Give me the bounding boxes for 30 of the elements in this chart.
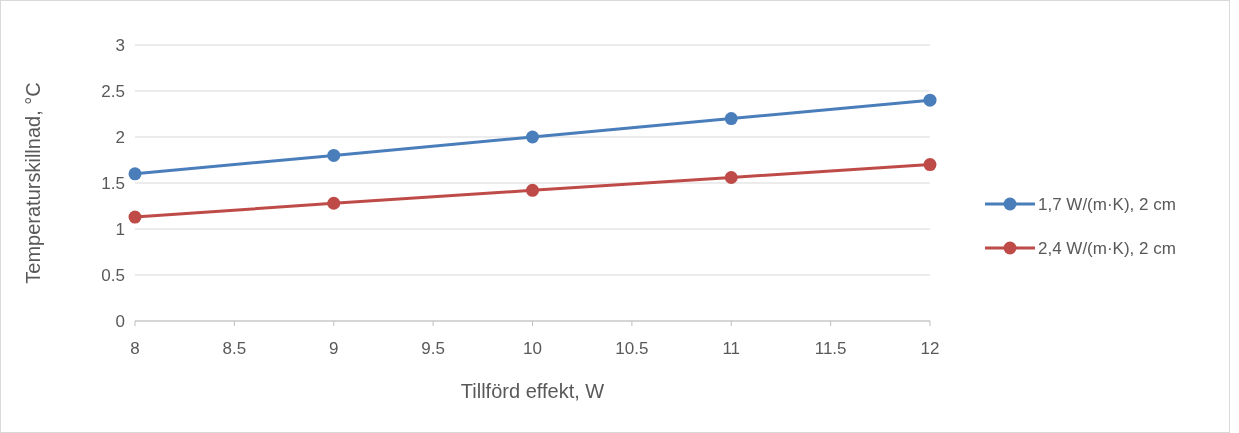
y-tick-label: 1.5 bbox=[101, 174, 125, 193]
point bbox=[128, 167, 142, 181]
y-tick-label: 3 bbox=[115, 36, 125, 55]
point bbox=[526, 130, 539, 144]
point bbox=[923, 158, 937, 172]
point bbox=[724, 170, 738, 184]
x-tick-label: 9 bbox=[329, 339, 339, 358]
y-tick-label: 0.5 bbox=[101, 266, 125, 285]
point bbox=[724, 112, 738, 126]
y-tick-label: 0 bbox=[115, 312, 125, 331]
y-tick-label: 2.5 bbox=[101, 82, 125, 101]
x-tick-label: 11.5 bbox=[814, 339, 847, 358]
y-tick-label: 2 bbox=[115, 128, 125, 147]
point bbox=[526, 183, 539, 197]
x-tick-label: 10 bbox=[523, 339, 542, 358]
x-tick-label: 9.5 bbox=[421, 339, 445, 358]
point bbox=[327, 196, 341, 210]
x-tick-label: 10.5 bbox=[615, 339, 649, 358]
legend-label: 1,7 W/(m·K), 2 cm bbox=[1038, 195, 1176, 214]
y-tick-label: 1 bbox=[115, 220, 125, 239]
y-axis-title: Temperaturskillnad, °C bbox=[22, 82, 44, 284]
point bbox=[923, 93, 937, 107]
legend-label: 2,4 W/(m·K), 2 cm bbox=[1038, 239, 1176, 258]
x-tick-label: 8.5 bbox=[222, 339, 247, 358]
point bbox=[327, 148, 341, 162]
x-axis-title: Tillförd effekt, W bbox=[460, 380, 605, 402]
x-tick-label: 8 bbox=[130, 339, 140, 358]
x-tick-label: 12 bbox=[920, 339, 940, 358]
x-tick-label: 11 bbox=[722, 339, 741, 358]
point bbox=[128, 210, 142, 224]
